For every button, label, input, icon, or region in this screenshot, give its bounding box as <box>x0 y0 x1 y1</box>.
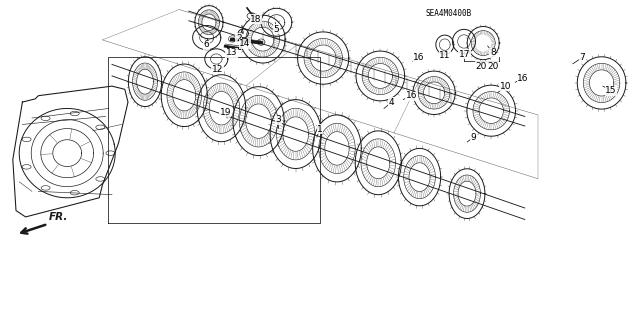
Text: 5: 5 <box>274 25 279 34</box>
Text: 10: 10 <box>500 82 511 91</box>
Text: 7: 7 <box>580 53 585 62</box>
Text: 20: 20 <box>487 62 499 71</box>
Text: FR.: FR. <box>49 212 68 222</box>
Text: 19: 19 <box>220 108 231 117</box>
Text: 16: 16 <box>413 53 425 62</box>
Text: 11: 11 <box>439 51 451 60</box>
Text: SEA4M0400B: SEA4M0400B <box>426 9 472 18</box>
Text: 1: 1 <box>317 125 323 134</box>
Text: 14: 14 <box>239 39 251 48</box>
Text: 6: 6 <box>204 40 209 49</box>
Text: 12: 12 <box>212 65 223 74</box>
Text: 4: 4 <box>389 98 394 107</box>
Text: 20: 20 <box>476 62 487 70</box>
Text: 16: 16 <box>517 74 529 83</box>
Text: 13: 13 <box>226 48 237 57</box>
Text: 18: 18 <box>250 15 262 24</box>
Text: 9: 9 <box>471 133 476 142</box>
Text: 15: 15 <box>605 86 617 95</box>
Text: 16: 16 <box>406 91 417 100</box>
Text: 8: 8 <box>490 48 495 57</box>
Text: 3: 3 <box>276 115 281 124</box>
Text: 2: 2 <box>236 34 241 43</box>
Text: 17: 17 <box>459 50 470 59</box>
